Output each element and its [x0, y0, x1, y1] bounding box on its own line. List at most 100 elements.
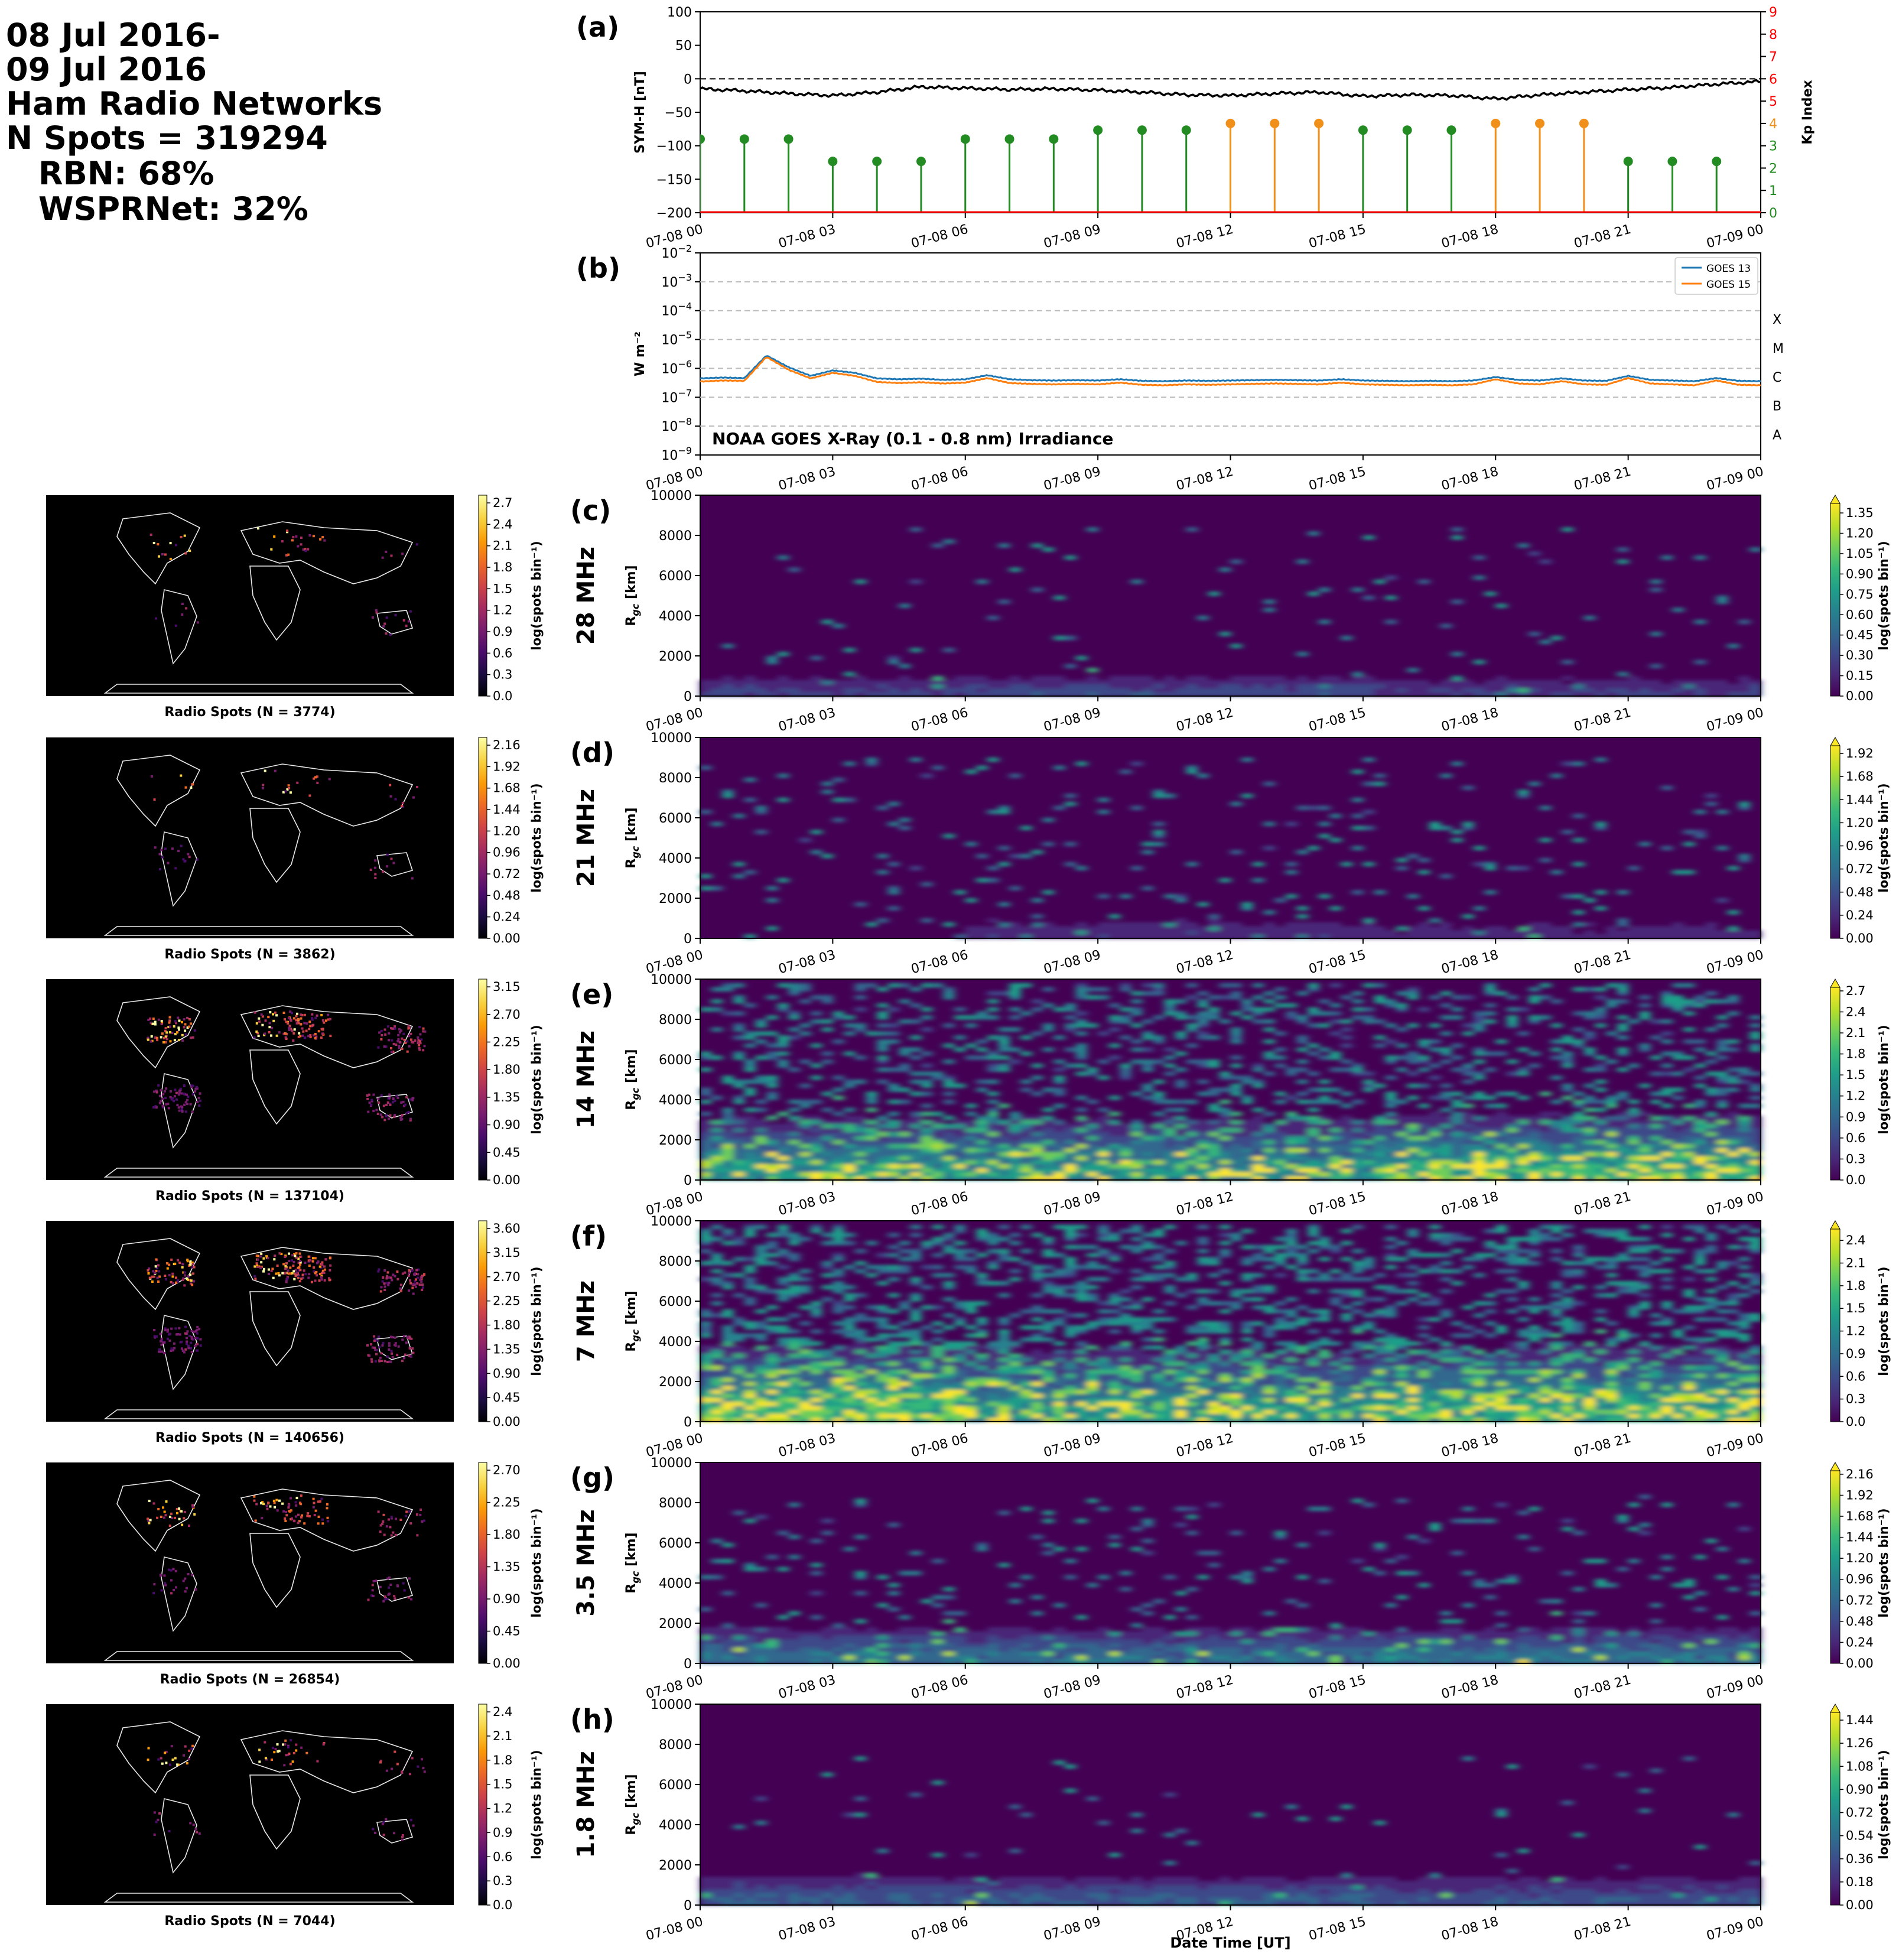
heatmap-cell: [755, 1224, 767, 1230]
heatmap-cell: [1286, 1067, 1298, 1072]
heatmap-cell: [1274, 1055, 1286, 1060]
coastline: [103, 1409, 414, 1419]
spot-bin: [402, 1100, 405, 1103]
heatmap-cell: [854, 1163, 867, 1169]
spot-bin: [160, 1340, 162, 1343]
heatmap-cell: [976, 692, 988, 697]
heatmap-cell: [1230, 1111, 1242, 1116]
heatmap-cell: [1583, 930, 1596, 935]
heatmap-cell: [722, 1409, 734, 1414]
heatmap-cell: [1396, 926, 1408, 931]
heatmap-cell: [1319, 692, 1331, 697]
heatmap-cell: [1473, 1059, 1485, 1064]
heatmap-cell: [877, 1156, 889, 1161]
heatmap-cell: [833, 1087, 844, 1092]
heatmap-cell: [1540, 1152, 1552, 1156]
heatmap-cell: [1020, 1116, 1032, 1120]
heatmap-cell: [932, 1071, 944, 1076]
heatmap-cell: [788, 1123, 800, 1129]
map-colorbar-tick-label: 0.00: [493, 1173, 521, 1187]
heatmap-cell: [1506, 866, 1518, 870]
spot-bin: [156, 1276, 159, 1279]
heatmap-cell: [1374, 692, 1386, 697]
spot-bin: [162, 1041, 165, 1044]
heatmap-cell: [1484, 862, 1496, 867]
spot-bin: [388, 1344, 391, 1347]
heatmap-cell: [1175, 1067, 1187, 1072]
heatmap-cell: [877, 1015, 889, 1020]
spot-bin: [261, 1015, 264, 1018]
heatmap-cell: [1473, 1156, 1485, 1161]
heatmap-cell: [700, 1120, 712, 1124]
spot-bin: [398, 1046, 401, 1049]
heatmap-cell: [766, 1123, 778, 1129]
heatmap-cell: [1650, 684, 1662, 688]
map-colorbar-tick-label: 0.45: [493, 1145, 521, 1159]
heatmap-cell: [1672, 999, 1684, 1004]
heatmap-cell: [1583, 1143, 1596, 1149]
heatmap-cell: [844, 1120, 856, 1124]
heatmap-cell: [777, 680, 789, 685]
heatmap-cell: [811, 1156, 822, 1161]
heatmap-cell: [777, 1123, 789, 1129]
heatmap-cell: [1473, 1152, 1485, 1156]
spot-bin: [184, 786, 187, 789]
heatmap-cell: [921, 983, 933, 988]
heatmap-cell: [1042, 1172, 1054, 1176]
heatmap-cell: [1617, 692, 1629, 697]
heatmap-cell: [1705, 1176, 1717, 1181]
heatmap-cell: [1108, 1132, 1121, 1136]
heatmap-cell: [1219, 934, 1231, 939]
heatmap-cell: [777, 1397, 789, 1402]
heatmap-cell: [943, 922, 955, 927]
heatmap-cell: [1418, 930, 1430, 935]
map-colorbar-tick-label: 2.70: [493, 1007, 521, 1022]
kp-marker: [872, 157, 882, 167]
spot-bin: [190, 786, 193, 789]
heatmap-cell: [1672, 1152, 1684, 1156]
heatmap-cell: [1186, 769, 1198, 774]
heatmap-cell: [733, 1402, 745, 1406]
heatmap-cell: [1506, 1023, 1518, 1028]
heatmap-cell: [1219, 995, 1231, 1000]
heatmap-cell: [1142, 1083, 1154, 1088]
heatmap-cell: [1164, 1047, 1176, 1052]
heatmap-cell: [722, 1345, 734, 1350]
heatmap-cell: [1650, 1019, 1662, 1024]
heatmap-cell: [1319, 676, 1331, 681]
heatmap-cell: [1639, 1111, 1651, 1116]
spot-bin: [370, 1103, 373, 1106]
heatmap-cell: [1197, 1127, 1209, 1132]
heatmap-cell: [1716, 680, 1728, 685]
heatmap-cell: [1495, 1091, 1507, 1096]
heatmap-cell: [1750, 1116, 1761, 1120]
heatmap-cell: [1418, 1136, 1430, 1140]
heatmap-cell: [987, 999, 999, 1004]
heatmap-cell: [1694, 834, 1706, 838]
heatmap-cell: [1009, 1116, 1021, 1120]
heatmap-cell: [1440, 1132, 1452, 1136]
spot-bin: [180, 844, 183, 847]
heatmap-cell: [1153, 789, 1165, 794]
heatmap-cell: [943, 1163, 955, 1169]
spot-bin: [328, 1277, 330, 1280]
goes15-line: [700, 356, 1761, 387]
spot-bin: [188, 1025, 191, 1028]
heatmap-cell: [1286, 1116, 1298, 1120]
heatmap-cell: [811, 1136, 822, 1140]
panel-label: (d): [570, 737, 614, 769]
x-tick-label: 07-08 12: [1175, 222, 1235, 252]
heatmap-cell: [844, 1127, 856, 1132]
heatmap-cell: [1583, 1148, 1596, 1152]
heatmap-cell: [833, 1148, 844, 1152]
spot-bin: [295, 1015, 298, 1018]
heatmap-cell: [722, 1123, 734, 1129]
heatmap-cell: [1197, 773, 1209, 778]
heatmap-cell: [711, 1281, 723, 1286]
spot-bin: [374, 876, 377, 879]
heatmap-cell: [1175, 1160, 1187, 1165]
heatmap-cell: [811, 1011, 822, 1016]
heatmap-cell: [1451, 1067, 1463, 1072]
heatmap-cell: [755, 1168, 767, 1172]
heatmap-cell: [755, 1418, 767, 1422]
